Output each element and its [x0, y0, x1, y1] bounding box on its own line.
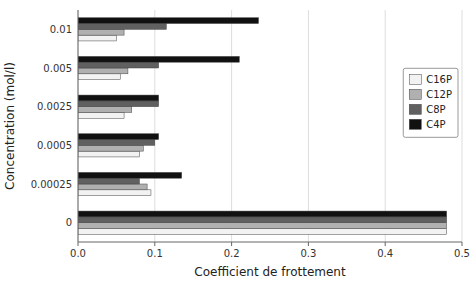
bar — [78, 62, 159, 68]
bar — [78, 217, 447, 223]
tick-mark — [462, 242, 463, 246]
legend-label: C12P — [426, 89, 452, 100]
bar — [78, 211, 447, 217]
x-axis-title: Coefficient de frottement — [194, 265, 346, 279]
y-axis-title: Concentration (mol/l) — [3, 62, 17, 190]
chart: 0.0 0.1 0.2 0.3 0.4 0.5 0 0.00025 0.0005 0.0025 0.… — [0, 0, 474, 284]
legend-swatch — [409, 119, 421, 129]
tick-mark — [78, 242, 79, 246]
grid-line — [308, 10, 309, 242]
tick-label: 0.2 — [224, 248, 240, 259]
bar — [78, 190, 151, 196]
bar — [78, 223, 447, 229]
grid-line — [385, 10, 386, 242]
y-axis: 0 0.00025 0.0005 0.0025 0.005 0.01 — [31, 24, 72, 228]
bar — [78, 145, 143, 151]
legend-swatch — [409, 104, 421, 114]
bar — [78, 140, 155, 146]
bars — [78, 18, 447, 235]
x-axis-line — [78, 242, 462, 243]
legend-label: C16P — [426, 74, 452, 85]
grid-line — [462, 10, 463, 242]
tick-label: 0.5 — [454, 248, 470, 259]
bar — [78, 95, 159, 101]
bar — [78, 134, 159, 140]
tick-label: 0.0005 — [37, 140, 72, 151]
legend-label: C4P — [426, 119, 445, 130]
bar — [78, 24, 166, 30]
bar — [78, 228, 447, 234]
bar — [78, 74, 120, 80]
tick-label: 0.3 — [300, 248, 316, 259]
bar — [78, 101, 159, 107]
tick-label: 0.00025 — [31, 179, 72, 190]
bar — [78, 184, 147, 190]
tick-label: 0.01 — [50, 24, 72, 35]
bar — [78, 151, 139, 157]
tick-mark — [308, 242, 309, 246]
tick-mark — [154, 242, 155, 246]
bar — [78, 18, 258, 24]
y-axis-line — [78, 10, 79, 242]
bar — [78, 35, 116, 41]
legend: C16P C12P C8P C4P — [403, 68, 458, 137]
bar — [78, 112, 124, 118]
tick-label: 0.0025 — [37, 101, 72, 112]
bar — [78, 172, 182, 178]
bar — [78, 68, 128, 74]
tick-mark — [231, 242, 232, 246]
legend-label: C8P — [426, 104, 445, 115]
grid — [78, 10, 462, 242]
tick-label: 0.4 — [377, 248, 393, 259]
legend-swatch — [409, 74, 421, 84]
bar — [78, 178, 139, 184]
bar — [78, 29, 124, 35]
tick-label: 0.1 — [147, 248, 163, 259]
tick-label: 0 — [66, 217, 72, 228]
tick-label: 0.0 — [70, 248, 86, 259]
tick-label: 0.005 — [43, 63, 72, 74]
x-axis: 0.0 0.1 0.2 0.3 0.4 0.5 — [70, 242, 470, 259]
tick-mark — [385, 242, 386, 246]
bar — [78, 56, 239, 62]
legend-box — [403, 68, 458, 137]
grid-line — [78, 10, 79, 242]
bar — [78, 107, 132, 113]
legend-swatch — [409, 89, 421, 99]
grid-line — [154, 10, 155, 242]
grid-line — [231, 10, 232, 242]
